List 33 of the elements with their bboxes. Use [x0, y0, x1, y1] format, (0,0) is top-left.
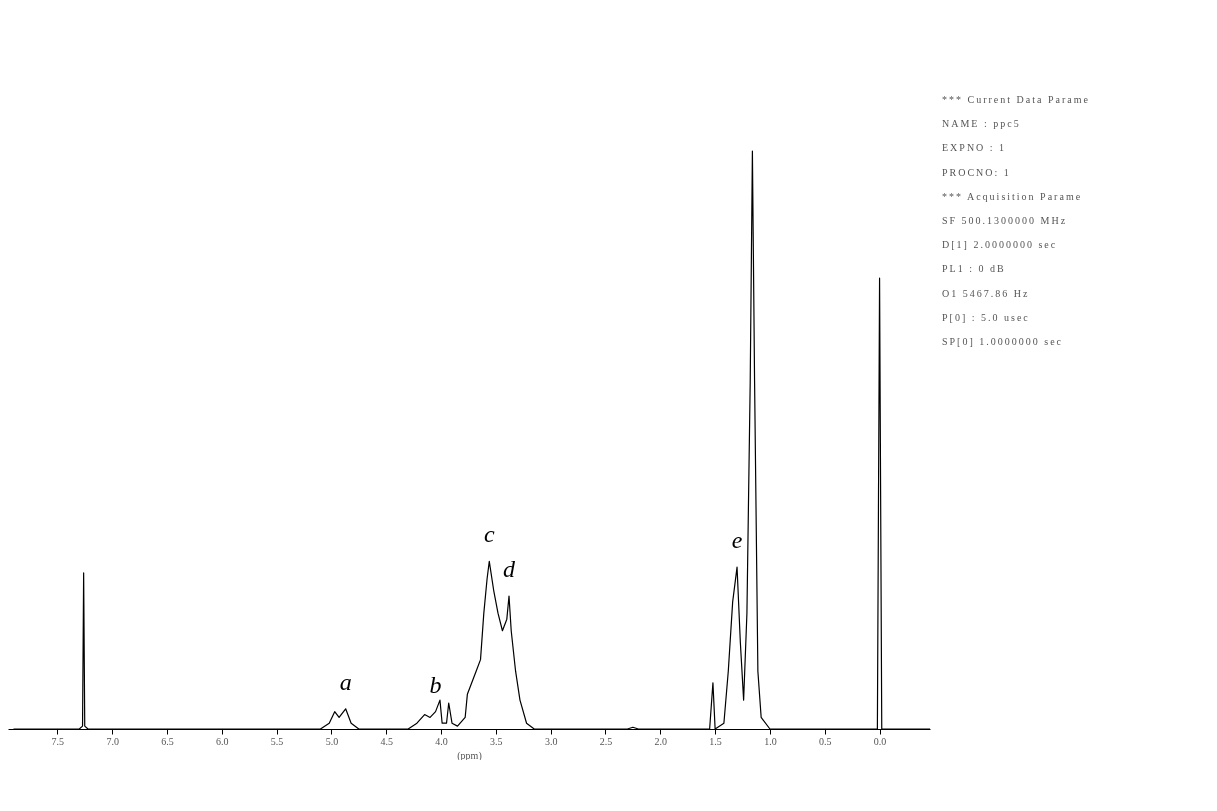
text: NAME : ppc5: [942, 118, 1021, 130]
x-tick-label: 4.0: [435, 735, 448, 747]
x-tick-label: 5.0: [325, 735, 339, 747]
text: D[1] 2.0000000 sec: [942, 239, 1058, 251]
annotation: a: [339, 668, 352, 695]
text: *** Current Data Parame: [942, 94, 1090, 105]
text: P[0] : 5.0 usec: [942, 311, 1030, 323]
x-tick-label: 7.5: [51, 735, 65, 747]
x-axis-title: (ppm): [457, 749, 482, 762]
x-tick-label: 6.5: [161, 735, 174, 747]
x-tick-label: 3.0: [544, 735, 558, 747]
annotation: b: [429, 671, 442, 698]
x-tick-label: 6.0: [216, 735, 229, 747]
text: PL1 : 0 dB: [942, 263, 1006, 275]
x-tick-label: 1.0: [764, 735, 777, 747]
x-tick-label: 2.0: [654, 735, 668, 747]
x-tick-label: 0.0: [873, 735, 887, 747]
x-tick-label: 4.5: [380, 735, 393, 747]
annotation: d: [503, 556, 517, 583]
text: PROCNO: 1: [942, 166, 1011, 178]
text: EXPNO : 1: [942, 142, 1007, 154]
x-tick-label: 0.5: [819, 735, 832, 747]
annotation: e: [731, 527, 743, 554]
x-tick-label: 3.5: [490, 735, 503, 747]
x-tick-label: 5.5: [270, 735, 284, 747]
text: SF 500.1300000 MHz: [942, 215, 1068, 227]
text: O1 5467.86 Hz: [942, 287, 1030, 299]
text: *** Acquisition Parame: [942, 190, 1083, 202]
x-tick-label: 1.5: [709, 735, 722, 747]
text: SP[0] 1.0000000 sec: [942, 336, 1064, 348]
x-tick-label: 2.5: [599, 735, 613, 747]
x-tick-label: 7.0: [106, 735, 119, 747]
annotation: c: [483, 521, 495, 548]
